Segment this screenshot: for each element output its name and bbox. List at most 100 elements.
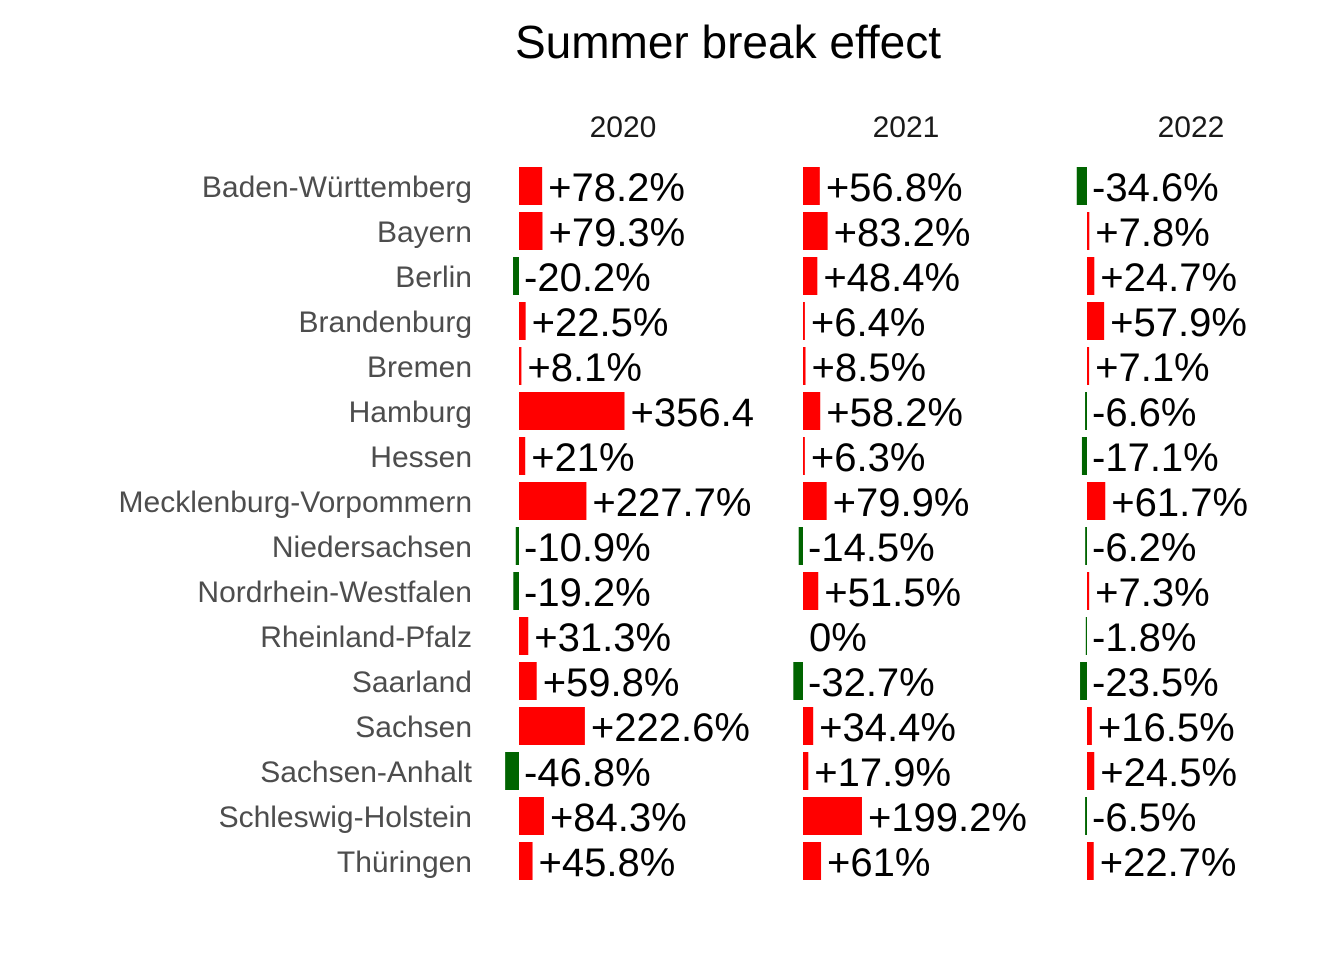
value-label: -46.8% (524, 751, 651, 795)
column-header: 2020 (590, 111, 657, 144)
value-label: +7.8% (1095, 211, 1210, 255)
bar (519, 617, 529, 655)
value-label: +56.8% (826, 166, 963, 210)
bar (519, 437, 526, 475)
bar (803, 482, 827, 520)
bar (803, 167, 820, 205)
row-label: Saarland (352, 666, 472, 699)
bar (513, 572, 519, 610)
bar (803, 302, 805, 340)
row-label: Sachsen-Anhalt (260, 756, 472, 789)
value-label: +57.9% (1110, 301, 1247, 345)
bar (1087, 302, 1105, 340)
bar (519, 797, 544, 835)
value-label: +84.3% (550, 796, 687, 840)
value-label: +7.1% (1095, 346, 1210, 390)
column-header: 2021 (873, 111, 940, 144)
bar (1087, 212, 1090, 250)
column-header: 2022 (1158, 111, 1225, 144)
value-label: +17.9% (814, 751, 951, 795)
bar (519, 392, 625, 430)
bar (793, 662, 803, 700)
value-label: -10.9% (524, 526, 651, 570)
bar (1087, 572, 1090, 610)
value-label: -6.2% (1092, 526, 1197, 570)
value-label: +16.5% (1098, 706, 1235, 750)
value-label: +31.3% (534, 616, 671, 660)
value-label: -6.6% (1092, 391, 1197, 435)
value-label: +227.7% (592, 481, 751, 525)
bar (505, 752, 519, 790)
value-label: +6.4% (811, 301, 926, 345)
value-label: 0% (809, 616, 867, 660)
bar (1087, 482, 1106, 520)
row-label: Bremen (367, 351, 472, 384)
bar (803, 797, 862, 835)
row-label: Bayern (377, 216, 472, 249)
value-label: -1.8% (1092, 616, 1197, 660)
bar (519, 212, 543, 250)
row-label: Rheinland-Pfalz (260, 621, 472, 654)
bar (515, 527, 519, 565)
bar (1087, 752, 1095, 790)
bar (519, 842, 533, 880)
bar (1087, 347, 1090, 385)
value-label: +6.3% (811, 436, 926, 480)
row-label: Baden-Württemberg (202, 171, 472, 204)
bar (519, 302, 526, 340)
value-label: +79.9% (833, 481, 970, 525)
value-label: +22.5% (532, 301, 669, 345)
bar (803, 752, 809, 790)
row-label: Berlin (395, 261, 472, 294)
value-label: +45.8% (539, 841, 676, 885)
bar (1087, 842, 1094, 880)
row-label: Mecklenburg-Vorpommern (119, 486, 472, 519)
row-label: Nordrhein-Westfalen (197, 576, 472, 609)
value-label: -23.5% (1092, 661, 1219, 705)
value-label: +356.4% (630, 391, 789, 435)
row-label: Niedersachsen (272, 531, 472, 564)
value-label: +51.5% (824, 571, 961, 615)
value-label: +78.2% (548, 166, 685, 210)
bar (1085, 797, 1087, 835)
value-label: +61% (827, 841, 930, 885)
value-label: -17.1% (1092, 436, 1219, 480)
value-label: +34.4% (819, 706, 956, 750)
chart-title: Summer break effect (515, 16, 941, 68)
value-label: +59.8% (543, 661, 680, 705)
value-label: +8.5% (812, 346, 927, 390)
bar (803, 842, 822, 880)
value-label: +24.7% (1100, 256, 1237, 300)
bar (519, 347, 522, 385)
panel-2020: +78.2%+79.3%-20.2%+22.5%+8.1%+356.4%+21%… (505, 166, 789, 885)
row-label: Thüringen (337, 846, 472, 879)
value-label: +61.7% (1111, 481, 1248, 525)
bar (519, 707, 585, 745)
value-label: -20.2% (524, 256, 651, 300)
value-label: +21% (531, 436, 634, 480)
bar (803, 437, 805, 475)
bar (1087, 257, 1095, 295)
bar (1087, 707, 1092, 745)
value-label: +79.3% (548, 211, 685, 255)
value-label: +83.2% (834, 211, 971, 255)
row-label: Hamburg (349, 396, 472, 429)
value-label: -19.2% (524, 571, 651, 615)
bar (519, 167, 543, 205)
value-label: +222.6% (591, 706, 750, 750)
bar (1085, 617, 1087, 655)
value-label: +48.4% (823, 256, 960, 300)
bar (798, 527, 803, 565)
bar-panels: +78.2%+79.3%-20.2%+22.5%+8.1%+356.4%+21%… (505, 166, 1248, 885)
bar (803, 347, 806, 385)
bar (519, 482, 587, 520)
bar (1076, 167, 1087, 205)
bar (1080, 662, 1087, 700)
bar (519, 662, 537, 700)
row-label: Sachsen (355, 711, 472, 744)
value-label: +22.7% (1100, 841, 1237, 885)
bar (803, 257, 818, 295)
row-label: Schleswig-Holstein (219, 801, 472, 834)
value-label: -14.5% (808, 526, 935, 570)
